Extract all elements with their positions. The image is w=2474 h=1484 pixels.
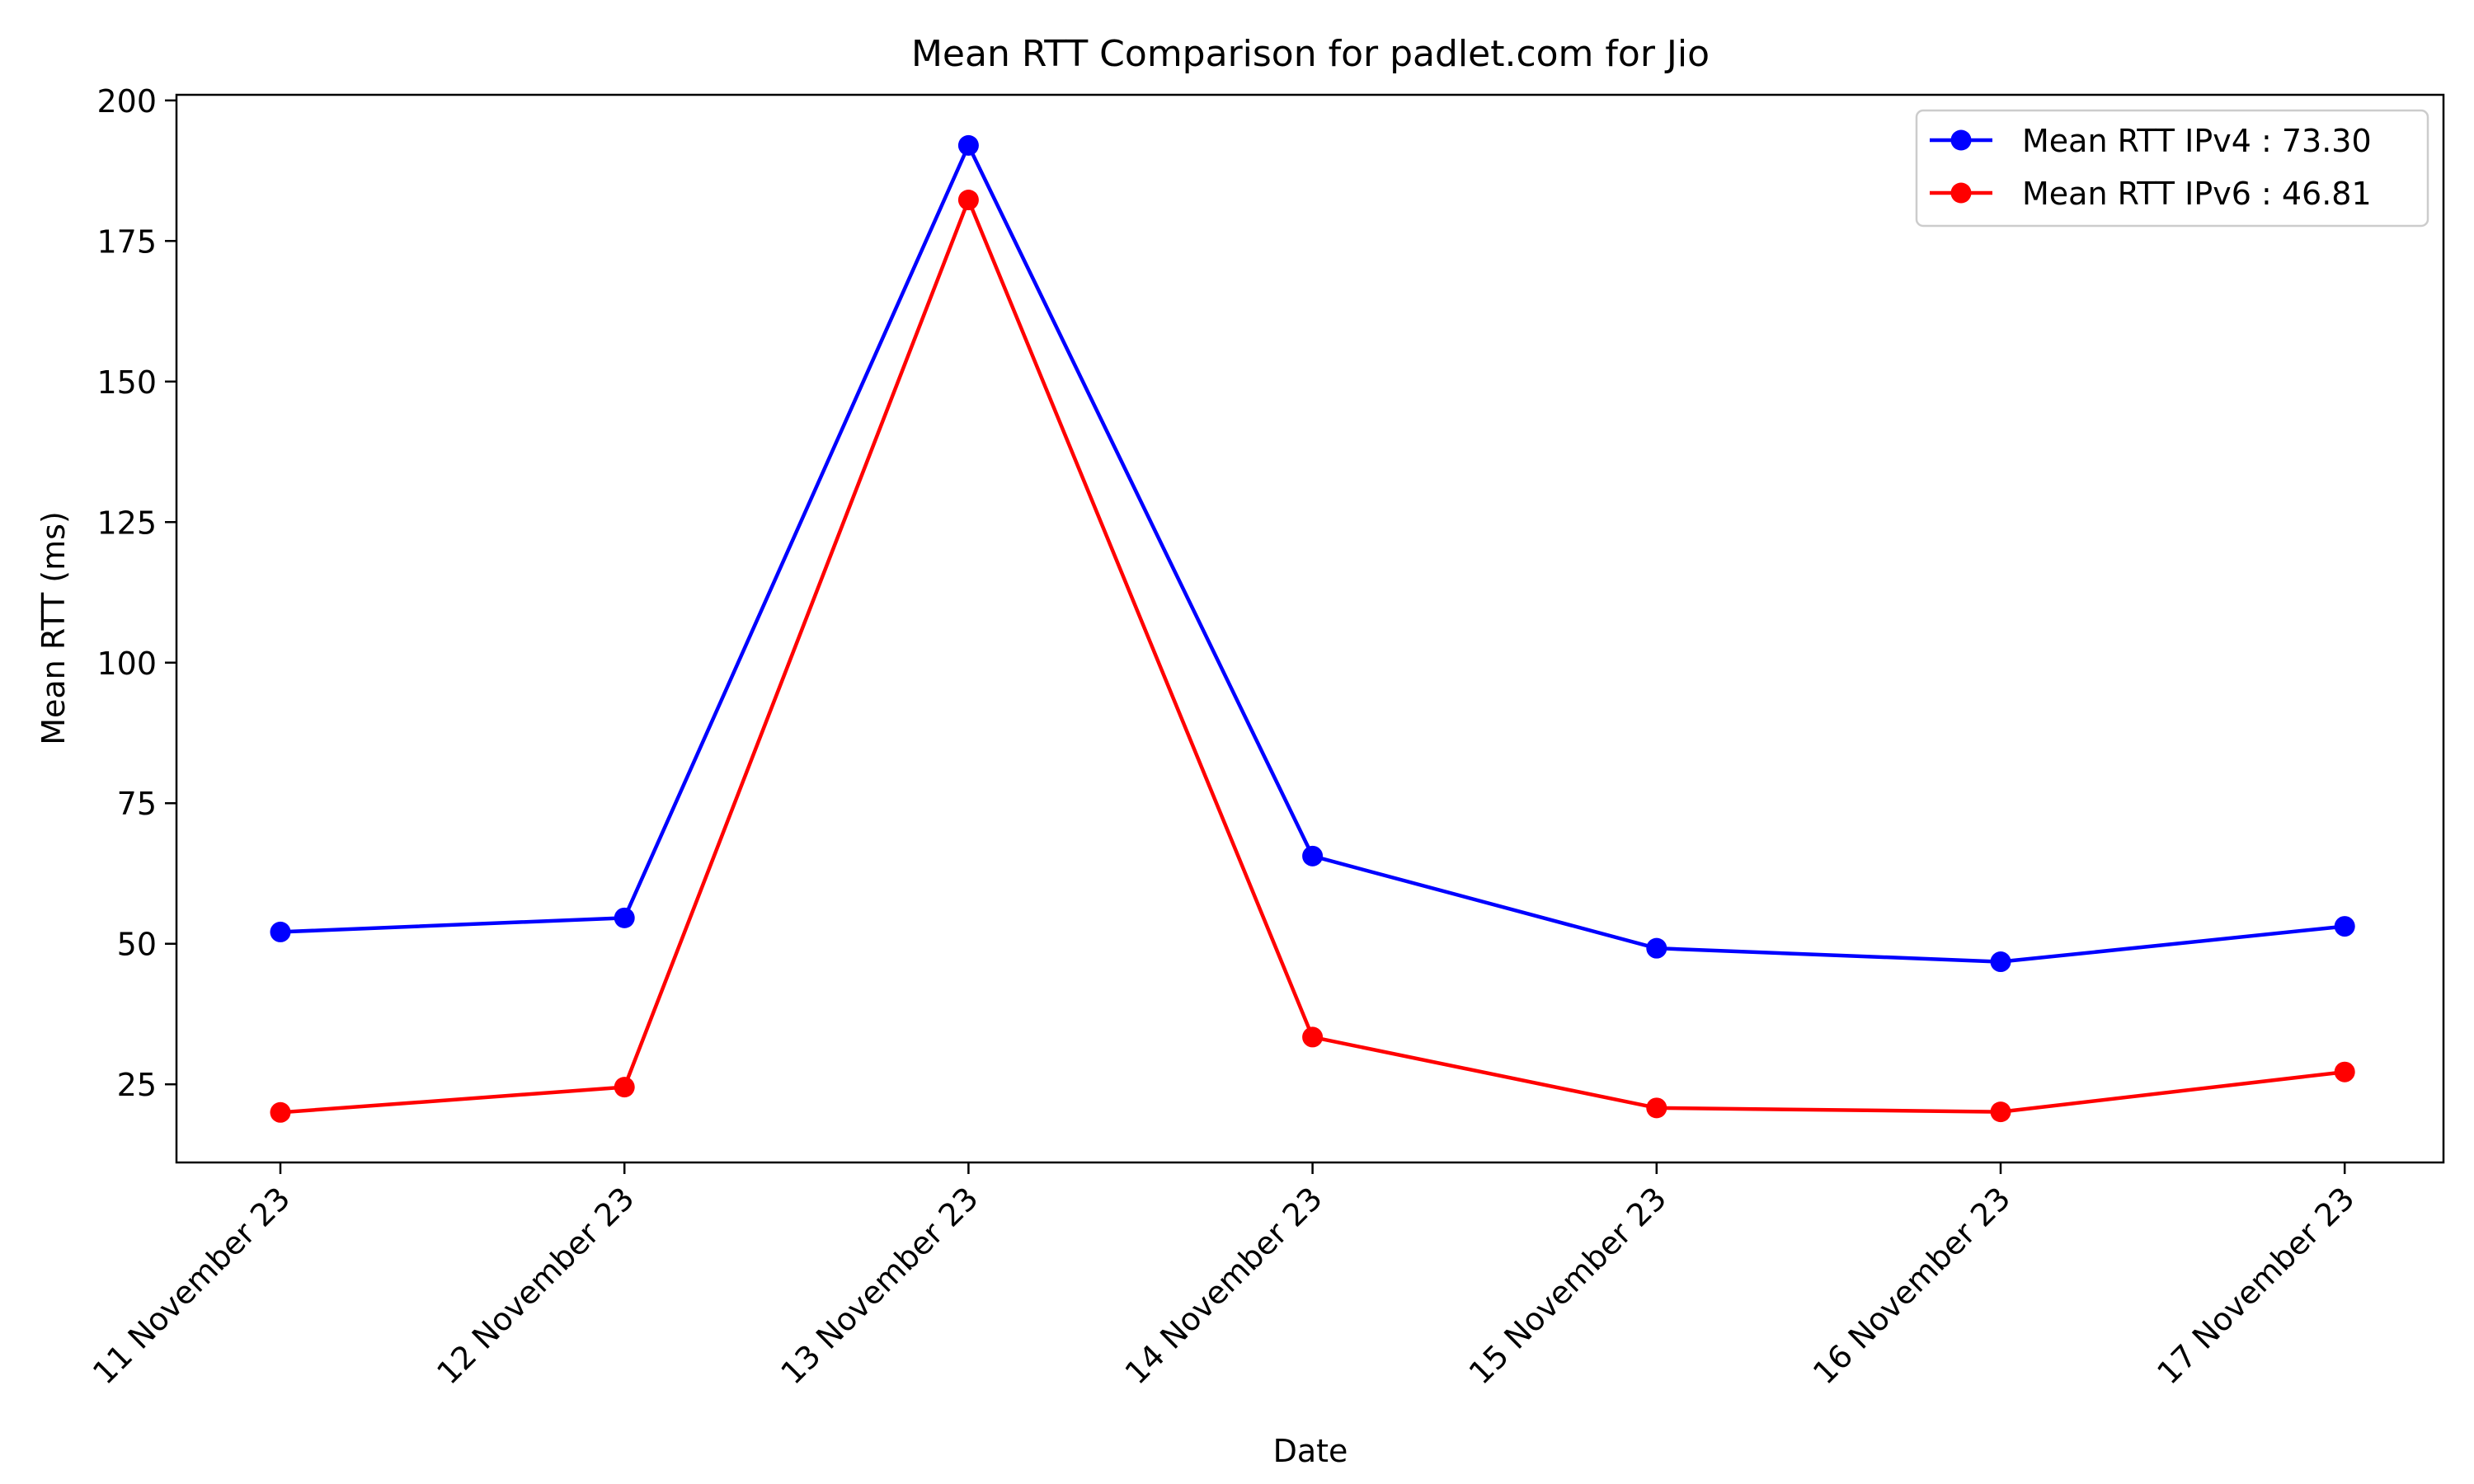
data-point bbox=[1302, 845, 1324, 866]
y-axis: 25 50 75 100 125 150 175 200 bbox=[96, 83, 176, 1103]
legend-label: Mean RTT IPv4 : 73.30 bbox=[2022, 123, 2372, 159]
data-point bbox=[614, 1077, 635, 1098]
y-tick-label: 175 bbox=[96, 223, 157, 260]
legend-frame bbox=[1915, 109, 2429, 228]
legend-marker bbox=[1950, 129, 1972, 151]
y-tick-label: 75 bbox=[117, 786, 157, 822]
data-point bbox=[2334, 916, 2355, 937]
y-tick-label: 200 bbox=[96, 83, 157, 120]
y-tick-label: 50 bbox=[117, 927, 157, 963]
chart-title: Mean RTT Comparison for padlet.com for J… bbox=[911, 33, 1710, 75]
y-axis-label: Mean RTT (ms) bbox=[35, 511, 72, 745]
y-tick-label: 125 bbox=[96, 505, 157, 541]
data-point bbox=[1990, 1101, 2011, 1123]
y-tick-label: 25 bbox=[117, 1067, 157, 1103]
x-axis-label: Date bbox=[1273, 1433, 1348, 1469]
data-point bbox=[1646, 1097, 1667, 1119]
legend-label: Mean RTT IPv6 : 46.81 bbox=[2022, 176, 2372, 212]
data-point bbox=[957, 190, 979, 211]
data-point bbox=[1302, 1026, 1324, 1048]
series-layer bbox=[270, 134, 2355, 1123]
data-point bbox=[957, 134, 979, 156]
data-point bbox=[270, 921, 291, 942]
data-point bbox=[1990, 951, 2011, 973]
series-1 bbox=[270, 134, 2355, 973]
data-point bbox=[270, 1101, 291, 1123]
plot-frame bbox=[175, 93, 2445, 1164]
y-tick-label: 150 bbox=[96, 364, 157, 401]
data-point bbox=[614, 907, 635, 928]
data-point bbox=[1646, 937, 1667, 959]
plot-area bbox=[176, 95, 2443, 1162]
data-point bbox=[2334, 1061, 2355, 1082]
legend: Mean RTT IPv4 : 73.30 Mean RTT IPv6 : 46.… bbox=[1915, 109, 2429, 228]
plot-background bbox=[176, 95, 2443, 1162]
y-tick-label: 100 bbox=[96, 646, 157, 682]
series-2 bbox=[270, 190, 2355, 1123]
legend-marker bbox=[1950, 182, 1972, 204]
